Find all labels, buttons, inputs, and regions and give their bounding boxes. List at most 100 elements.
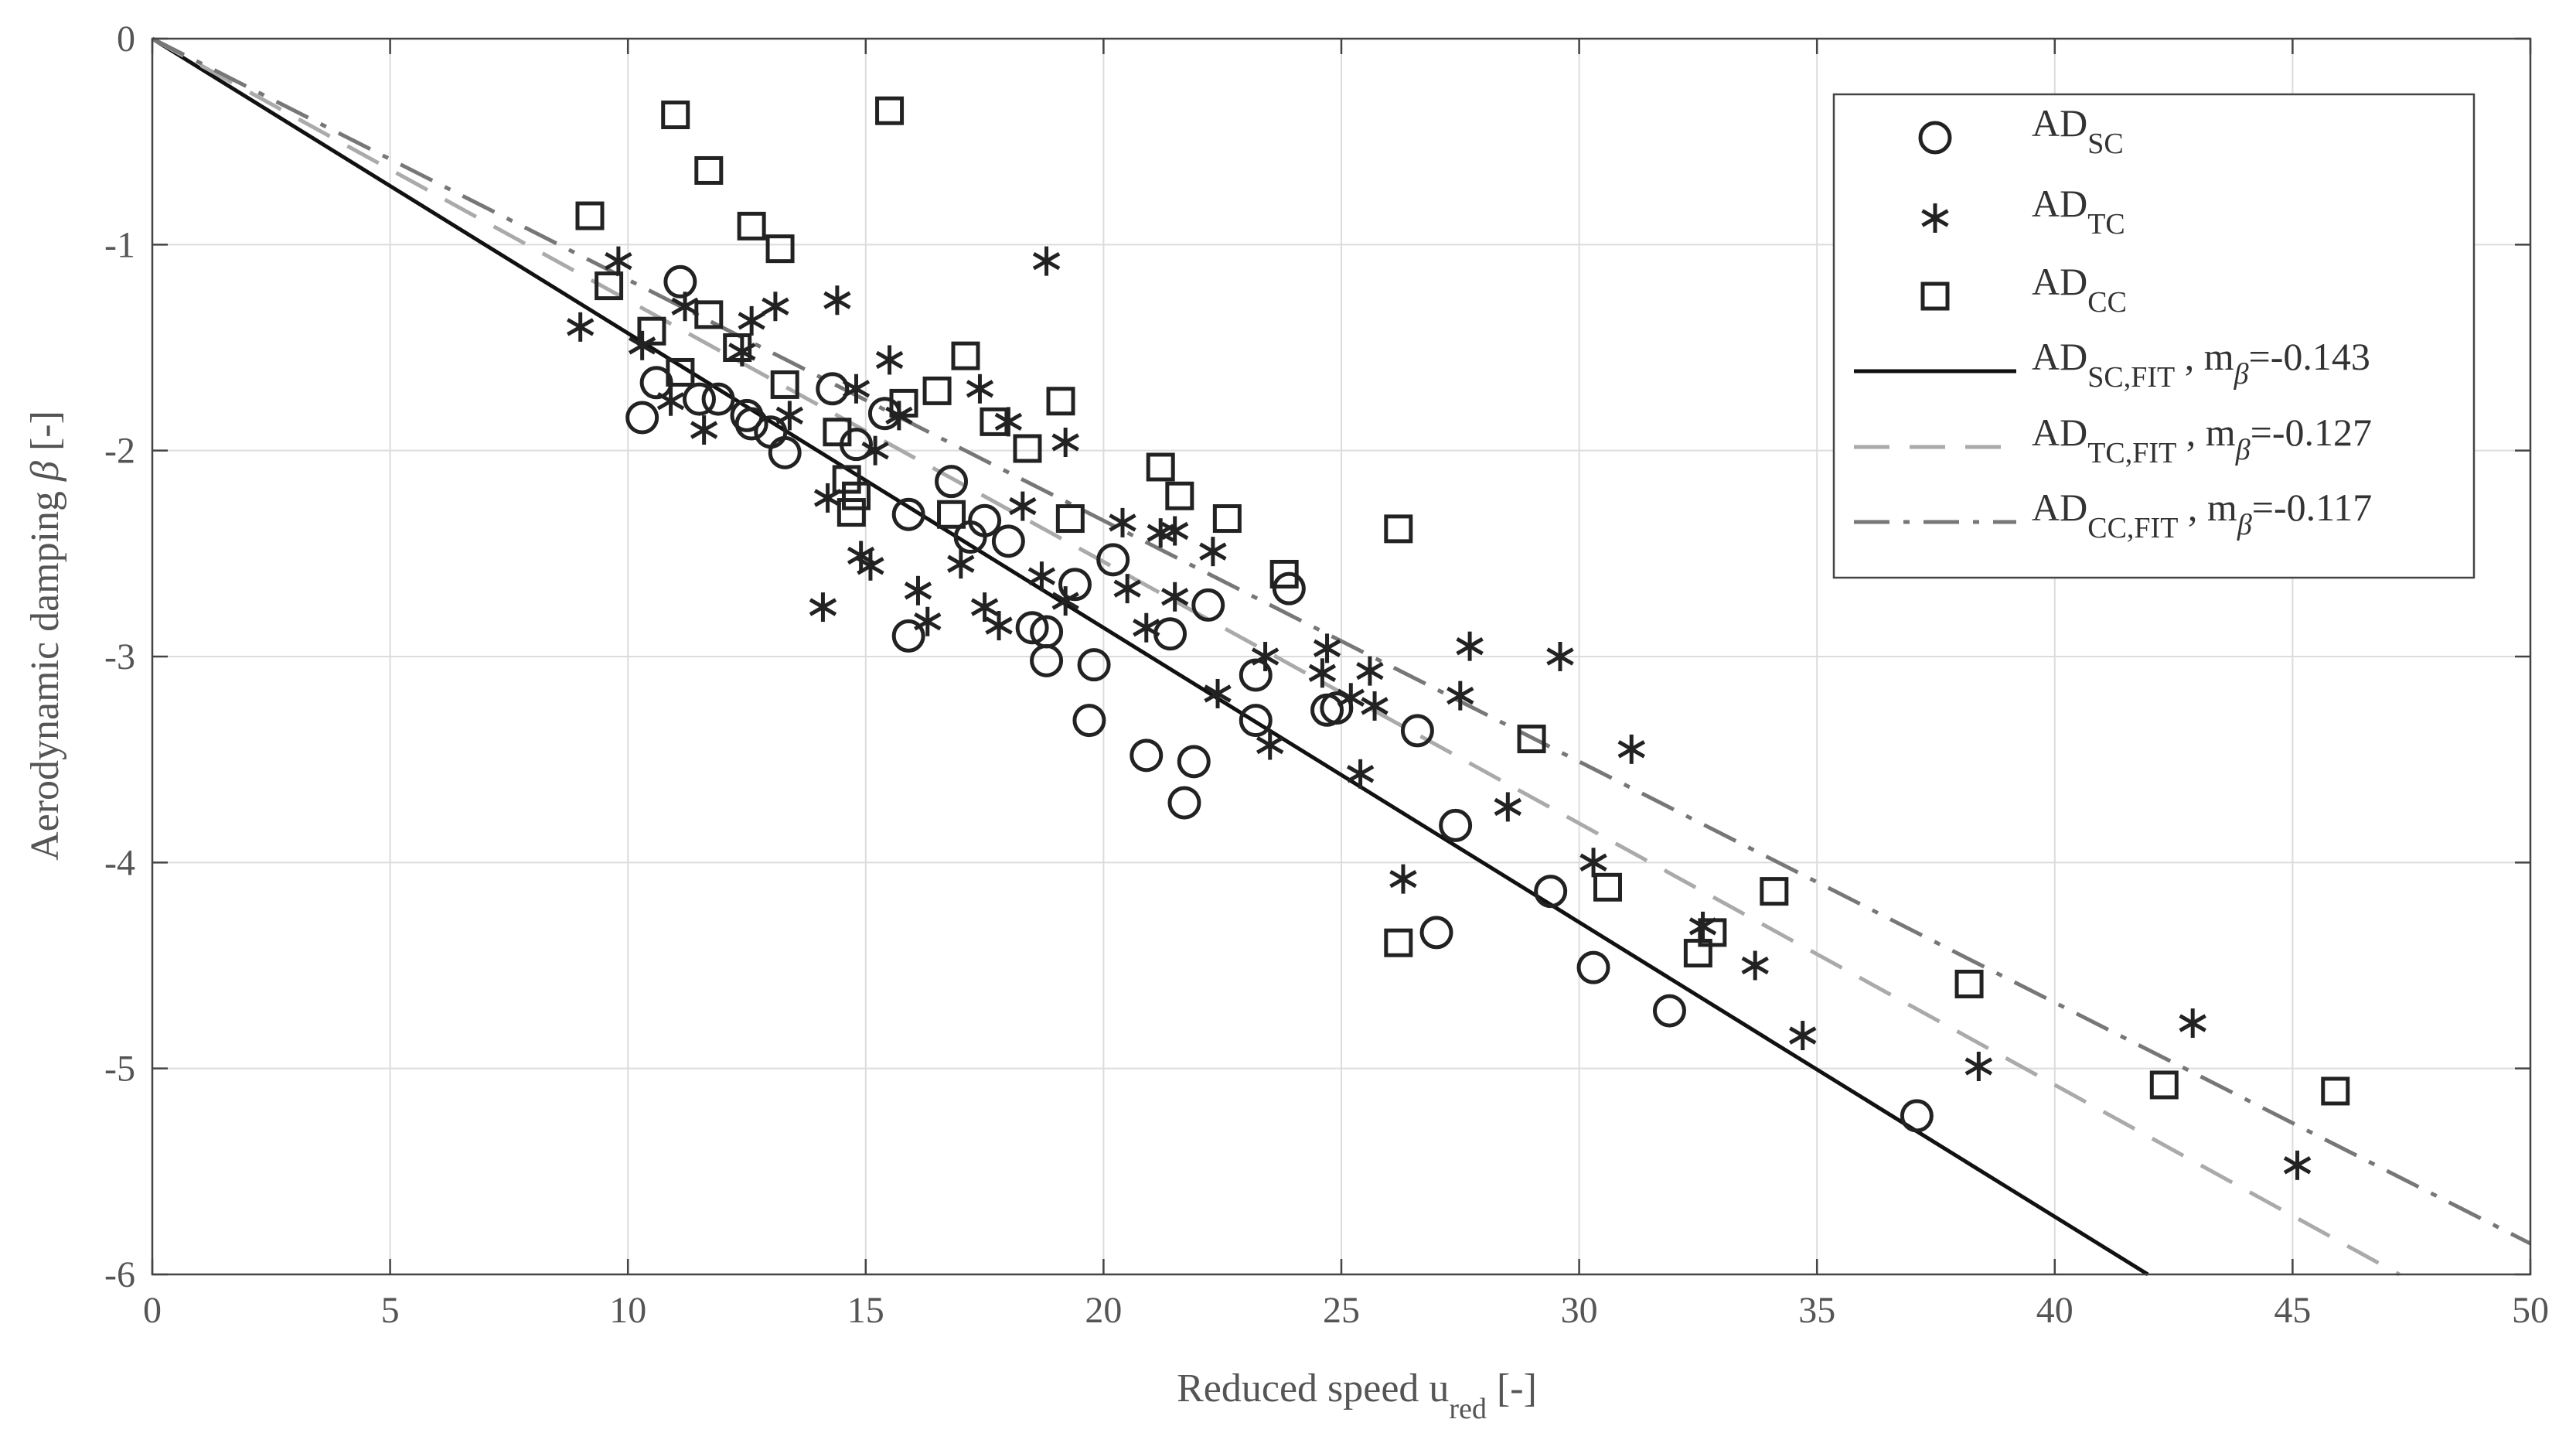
point-ad-sc (1072, 704, 1106, 738)
point-ad-tc (1741, 950, 1769, 981)
legend-entry-ad-cc-fit: ADCC,FIT , mβ=-0.117 (1854, 486, 2372, 544)
point-ad-cc (951, 341, 980, 370)
x-tick-label: 50 (2512, 1290, 2549, 1331)
legend: ADSC ADTC ADCC ADSC,FIT , mβ=-0.143 ADTC,FIT… (1832, 93, 2475, 579)
point-ad-tc (1133, 612, 1160, 643)
point-ad-tc (762, 292, 789, 322)
point-ad-sc (891, 497, 925, 531)
point-ad-sc (816, 372, 850, 406)
point-ad-cc (1760, 877, 1789, 906)
y-tick-label: -2 (104, 431, 135, 472)
point-ad-cc (595, 271, 624, 301)
point-ad-tc (904, 575, 932, 606)
point-ad-sc (1096, 543, 1130, 577)
legend-label-ad-sc-fit: ADSC,FIT , mβ=-0.143 (2032, 335, 2370, 394)
point-ad-sc (1130, 739, 1164, 773)
legend-entry-ad-cc: ADCC (1920, 260, 2127, 319)
point-ad-sc (1030, 615, 1064, 649)
x-tick-label: 10 (609, 1290, 646, 1331)
point-ad-sc (991, 524, 1025, 558)
tick-labels: 0 5 10 15 20 25 30 35 40 45 50 0 -1 -2 -3 -4 -5 -6 (104, 19, 2549, 1331)
point-ad-cc (1269, 559, 1299, 588)
point-ad-cc (832, 465, 861, 494)
point-ad-tc (656, 386, 685, 416)
point-ad-tc (1204, 678, 1232, 708)
point-ad-tc (1160, 582, 1189, 612)
x-tick-label: 20 (1085, 1290, 1122, 1331)
point-ad-cc (1954, 969, 1984, 998)
point-ad-cc (770, 370, 799, 399)
point-ad-cc (889, 388, 918, 418)
point-ad-tc (2283, 1150, 2312, 1180)
point-ad-tc (947, 549, 975, 579)
point-ad-sc (639, 366, 673, 400)
point-ad-tc (914, 606, 942, 636)
point-ad-cc (765, 234, 795, 264)
point-ad-tc (1361, 691, 1389, 721)
point-ad-tc (1356, 656, 1384, 686)
fit-line-ad-sc-fit (151, 36, 2149, 1277)
legend-label-ad-cc-fit: ADCC,FIT , mβ=-0.117 (2032, 486, 2372, 544)
point-ad-tc (1113, 574, 1141, 604)
point-ad-cc (2321, 1076, 2350, 1106)
point-ad-tc (1009, 491, 1037, 521)
legend-label-ad-cc: ADCC (2032, 260, 2127, 319)
point-ad-tc (1389, 864, 1417, 894)
x-tick-label: 25 (1323, 1290, 1360, 1331)
point-ad-tc (1109, 507, 1136, 537)
x-tick-label: 5 (381, 1290, 400, 1331)
point-ad-sc (1191, 588, 1225, 622)
point-ad-cc (723, 333, 752, 362)
point-ad-tc (628, 330, 656, 360)
y-tick-label: -5 (104, 1049, 135, 1090)
point-ad-cc (837, 498, 866, 527)
point-ad-sc (891, 619, 925, 653)
point-ad-sc (1439, 808, 1473, 842)
fit-line-ad-cc-fit (151, 36, 2532, 1246)
point-ad-cc (1046, 387, 1075, 416)
point-ad-cc (1517, 725, 1546, 754)
point-ad-tc (1446, 681, 1474, 711)
point-ad-tc (1032, 246, 1061, 276)
point-ad-sc (1239, 704, 1273, 738)
point-ad-tc (985, 611, 1013, 641)
x-tick-label: 30 (1561, 1290, 1598, 1331)
data-markers (566, 96, 2350, 1180)
point-ad-tc (1337, 683, 1365, 713)
point-ad-tc (1160, 516, 1189, 546)
point-ad-tc (1494, 792, 1522, 822)
legend-label-ad-tc: ADTC (2032, 182, 2125, 240)
point-ad-tc (966, 374, 994, 404)
point-ad-cc (1165, 481, 1194, 510)
point-ad-tc (671, 292, 699, 322)
point-ad-tc (1546, 642, 1574, 671)
point-ad-sc (1015, 611, 1049, 645)
y-tick-label: -1 (104, 224, 135, 265)
point-ad-cc (1013, 434, 1042, 463)
point-ad-sc (1419, 916, 1453, 950)
point-ad-sc (1576, 950, 1610, 984)
point-ad-tc (2179, 1008, 2206, 1039)
point-ad-tc (823, 285, 851, 316)
legend-entry-ad-tc-fit: ADTC,FIT , mβ=-0.127 (1854, 411, 2372, 469)
point-ad-tc (1027, 561, 1056, 592)
point-ad-tc (1251, 642, 1279, 671)
y-tick-label: 0 (117, 19, 135, 60)
point-ad-sc (1177, 745, 1211, 779)
point-ad-tc (605, 246, 632, 276)
point-ad-sc (1652, 994, 1686, 1028)
point-ad-cc (1698, 918, 1727, 947)
axes (151, 37, 2532, 1276)
point-ad-cc (1212, 504, 1242, 534)
point-ad-cc (922, 376, 952, 405)
point-ad-tc (1308, 658, 1337, 688)
fit-line-ad-tc-fit (151, 36, 2401, 1277)
point-ad-tc (1256, 730, 1284, 760)
point-ad-cc (1146, 452, 1175, 482)
point-ad-sc (663, 264, 697, 298)
point-ad-tc (861, 435, 889, 466)
point-ad-tc (1346, 759, 1375, 789)
point-ad-cc (980, 407, 1009, 436)
point-ad-sc (1272, 571, 1306, 606)
